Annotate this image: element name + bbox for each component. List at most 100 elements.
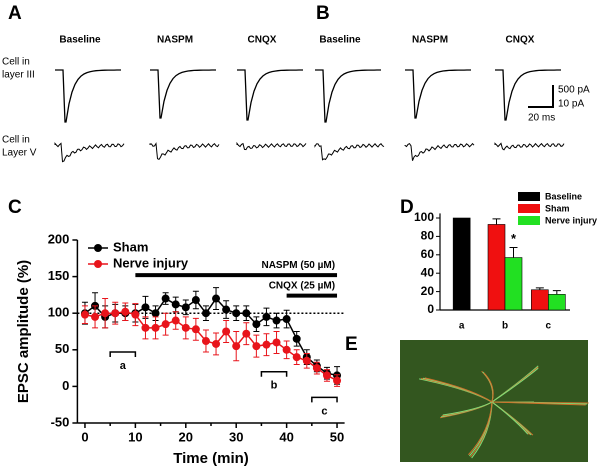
x-tick-label: 50 xyxy=(330,429,344,444)
y-tick-label: 100 xyxy=(48,305,70,320)
data-point xyxy=(91,312,100,321)
condition-label: NASPM xyxy=(157,35,193,46)
y-tick-label: 60 xyxy=(421,247,435,261)
trace-lower xyxy=(149,142,220,161)
panel-label: E xyxy=(345,334,358,355)
condition-label: Baseline xyxy=(319,35,361,46)
legend-marker xyxy=(94,260,102,268)
x-tick-label: c xyxy=(546,321,552,332)
data-point xyxy=(302,356,311,365)
condition-label: CNQX xyxy=(506,35,535,46)
panel-label: D xyxy=(400,197,414,218)
data-point xyxy=(151,323,160,332)
y-tick-label: 20 xyxy=(421,284,435,298)
neurite xyxy=(491,401,529,435)
bar xyxy=(487,224,506,311)
x-tick-label: 30 xyxy=(229,429,243,444)
trace-lower xyxy=(404,142,475,161)
neurite xyxy=(468,401,493,456)
data-point xyxy=(222,327,231,336)
y-tick-label: 80 xyxy=(421,229,435,243)
panel-label: C xyxy=(8,197,22,218)
bracket xyxy=(109,351,137,357)
legend-label: Sham xyxy=(545,203,570,213)
scale-label: 10 pA xyxy=(558,99,584,110)
neurite xyxy=(442,401,493,416)
neurite xyxy=(424,377,493,403)
x-tick-label: 10 xyxy=(128,429,142,444)
condition-label: CNQX xyxy=(248,35,277,46)
data-point xyxy=(151,309,160,318)
trace-lower xyxy=(236,141,307,151)
row-label: Layer V xyxy=(2,148,37,159)
neurite xyxy=(491,367,539,403)
error-bar xyxy=(535,287,544,290)
data-point xyxy=(101,309,110,318)
row-label: layer III xyxy=(2,70,35,81)
data-point xyxy=(181,303,190,312)
data-point xyxy=(161,320,170,329)
data-point xyxy=(191,325,200,334)
trace-lower xyxy=(314,142,385,161)
neurite xyxy=(491,401,586,406)
legend-swatch xyxy=(518,204,540,213)
legend-label: Sham xyxy=(113,239,148,254)
trace-upper xyxy=(495,69,561,121)
panel-label: A xyxy=(8,3,22,24)
row-label: Cell in xyxy=(2,135,30,146)
y-tick-label: -50 xyxy=(51,414,70,429)
trace-upper xyxy=(55,69,121,123)
condition-label: NASPM xyxy=(412,35,448,46)
bar xyxy=(548,294,566,311)
data-point xyxy=(191,296,200,305)
data-point xyxy=(262,312,271,321)
bracket-label: b xyxy=(271,380,278,392)
bracket-label: c xyxy=(321,405,327,417)
data-point xyxy=(252,320,261,329)
legend-marker xyxy=(94,244,102,252)
data-point xyxy=(201,309,210,318)
row-label: Cell in xyxy=(2,57,30,68)
y-axis-label: EPSC amplitude (%) xyxy=(15,260,32,403)
x-tick-label: 20 xyxy=(179,429,193,444)
legend-label: Nerve injury xyxy=(113,255,189,270)
y-tick-label: 0 xyxy=(62,378,69,393)
y-tick-label: 100 xyxy=(414,210,434,224)
significance: * xyxy=(511,231,517,246)
data-point xyxy=(171,316,180,325)
x-tick-label: a xyxy=(459,321,465,332)
x-tick-label: 40 xyxy=(279,429,293,444)
data-point xyxy=(312,364,321,373)
data-point xyxy=(131,310,140,319)
error-bar xyxy=(509,246,518,258)
trace-upper xyxy=(315,69,381,123)
data-point xyxy=(333,376,342,385)
trace-lower xyxy=(494,142,565,151)
data-point xyxy=(262,340,271,349)
trace-upper xyxy=(405,69,471,119)
data-point xyxy=(222,305,231,314)
data-point xyxy=(181,323,190,332)
data-point xyxy=(292,353,301,362)
data-point xyxy=(232,309,241,318)
data-point xyxy=(161,294,170,303)
legend-swatch xyxy=(518,216,540,225)
bar xyxy=(531,289,549,311)
data-point xyxy=(80,310,89,319)
panel-label: B xyxy=(316,3,330,24)
data-point xyxy=(232,342,241,351)
y-tick-label: 50 xyxy=(55,341,69,356)
scale-bar xyxy=(528,85,554,108)
condition-label: Baseline xyxy=(59,35,101,46)
legend-swatch xyxy=(518,192,540,201)
data-point xyxy=(212,339,221,348)
drug-label: NASPM (50 µM) xyxy=(261,260,335,271)
bracket xyxy=(260,371,288,377)
data-point xyxy=(212,294,221,303)
y-tick-label: 200 xyxy=(48,231,70,246)
bar xyxy=(452,217,471,311)
bracket-label: a xyxy=(120,360,127,372)
data-point xyxy=(322,371,331,380)
data-point xyxy=(121,307,130,316)
